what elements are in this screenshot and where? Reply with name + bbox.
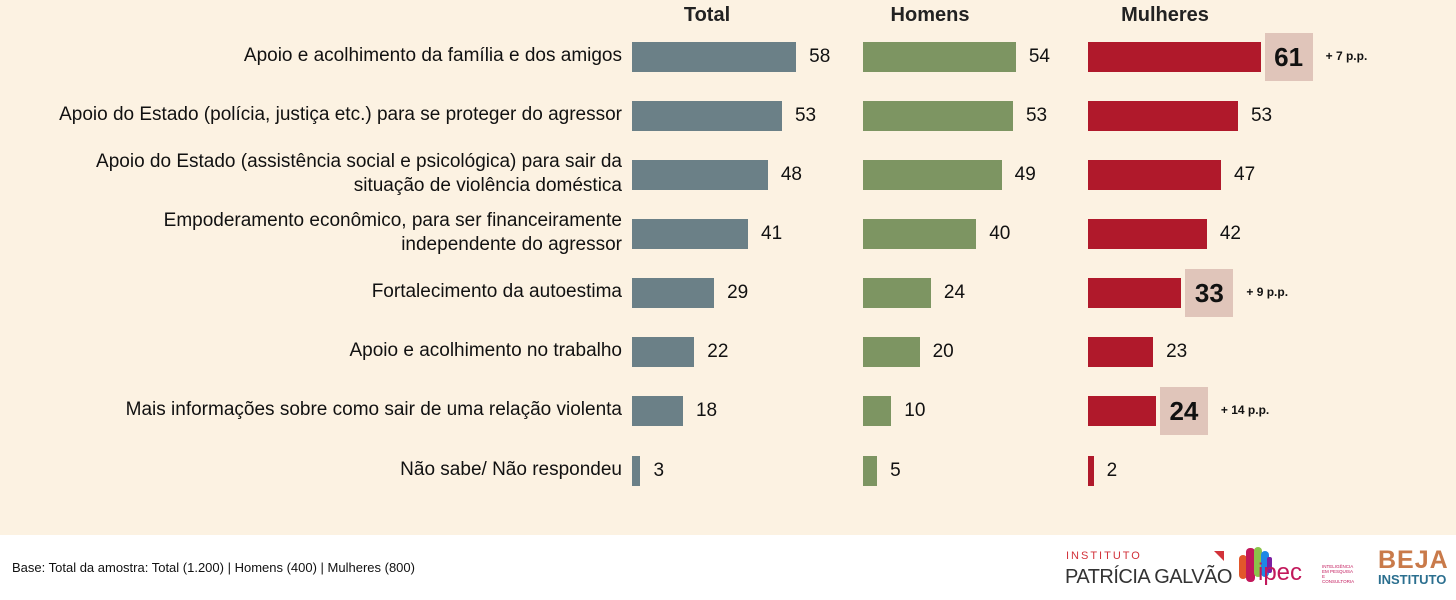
delta-label: + 14 p.p. bbox=[1220, 403, 1270, 417]
data-label-homens: 53 bbox=[1025, 105, 1048, 126]
red-triangle-icon bbox=[1214, 551, 1224, 561]
data-label-homens: 54 bbox=[1028, 46, 1050, 67]
category-label-line: independente do agressor bbox=[401, 234, 622, 255]
data-label-total: 53 bbox=[794, 105, 817, 126]
category-label-line: situação de violência doméstica bbox=[353, 175, 622, 196]
bar-homens bbox=[863, 101, 1013, 131]
ipec-mark-icon bbox=[1239, 547, 1272, 582]
data-label-homens: 40 bbox=[989, 223, 1011, 244]
category-label: Apoio do Estado (polícia, justiça etc.) … bbox=[59, 103, 622, 127]
bar-homens bbox=[863, 219, 977, 249]
ipec-tagline-2: EM PESQUISA bbox=[1322, 569, 1354, 574]
data-label-mulheres: 23 bbox=[1166, 341, 1188, 362]
category-label: Apoio e acolhimento da família e dos ami… bbox=[244, 44, 622, 68]
patricia-galvao-logo: INSTITUTO PATRÍCIA GALVÃO bbox=[1065, 550, 1233, 594]
category-label: Fortalecimento da autoestima bbox=[372, 280, 622, 304]
data-label-homens: 20 bbox=[932, 341, 954, 362]
data-label-mulheres: 53 bbox=[1250, 105, 1273, 126]
category-label-line: Apoio do Estado (assistência social e ps… bbox=[96, 151, 622, 172]
bar-mulheres bbox=[1088, 396, 1156, 426]
category-label: Mais informações sobre como sair de uma … bbox=[126, 398, 622, 422]
data-label-total: 41 bbox=[761, 223, 783, 244]
ipec-tagline-3: E CONSULTORIA bbox=[1322, 574, 1355, 584]
data-label-total: 29 bbox=[727, 282, 749, 303]
bar-total bbox=[632, 456, 641, 486]
bar-mulheres bbox=[1088, 278, 1182, 308]
data-label-mulheres: 42 bbox=[1219, 223, 1241, 244]
beja-logo-name: BEJA bbox=[1378, 546, 1449, 574]
data-label-highlighted: 24 bbox=[1169, 396, 1199, 426]
bar-total bbox=[632, 219, 749, 249]
bar-mulheres bbox=[1088, 101, 1238, 131]
beja-logo-sub: INSTITUTO bbox=[1378, 572, 1447, 587]
bar-total bbox=[632, 278, 715, 308]
chart-panel: Total Homens Mulheres Apoio e acolhimento … bbox=[0, 0, 1456, 535]
bar-mulheres bbox=[1088, 160, 1221, 190]
patricia-galvao-logo-line1: INSTITUTO bbox=[1066, 550, 1142, 562]
data-label-total: 3 bbox=[653, 460, 665, 481]
highlight-box bbox=[1264, 33, 1313, 81]
data-label-homens: 49 bbox=[1014, 164, 1036, 185]
data-label-highlighted: 33 bbox=[1194, 278, 1224, 308]
bar-mulheres bbox=[1088, 337, 1154, 367]
bar-mulheres bbox=[1088, 42, 1261, 72]
column-header-mulheres: Mulheres bbox=[1121, 4, 1209, 26]
ipec-logo-name: ipec bbox=[1258, 559, 1303, 586]
data-label-total: 58 bbox=[809, 46, 831, 67]
category-label: Apoio e acolhimento no trabalho bbox=[349, 339, 622, 363]
beja-logo: BEJA INSTITUTO bbox=[1378, 546, 1449, 596]
category-label-line: Empoderamento econômico, para ser financ… bbox=[163, 210, 622, 231]
category-label: Apoio do Estado (assistência social e ps… bbox=[96, 150, 622, 198]
category-label-line: Apoio e acolhimento no trabalho bbox=[349, 340, 622, 361]
bar-total bbox=[632, 101, 782, 131]
category-label: Empoderamento econômico, para ser financ… bbox=[164, 209, 622, 257]
bar-mulheres bbox=[1088, 219, 1207, 249]
bar-homens bbox=[863, 160, 1002, 190]
data-label-homens: 5 bbox=[890, 460, 901, 481]
delta-label: + 9 p.p. bbox=[1246, 285, 1289, 299]
data-label-mulheres: 2 bbox=[1106, 460, 1118, 481]
bar-homens bbox=[863, 456, 878, 486]
bar-total bbox=[632, 396, 683, 426]
category-label-line: Não sabe/ Não respondeu bbox=[400, 459, 622, 480]
bar-homens bbox=[863, 396, 892, 426]
highlight-box bbox=[1159, 387, 1208, 435]
category-label-line: Apoio e acolhimento da família e dos ami… bbox=[243, 45, 622, 66]
bar-homens bbox=[863, 42, 1016, 72]
bar-total bbox=[632, 42, 797, 72]
category-label-line: Mais informações sobre como sair de uma … bbox=[125, 399, 622, 420]
data-label-highlighted: 61 bbox=[1274, 42, 1304, 72]
data-label-mulheres: 47 bbox=[1234, 164, 1256, 185]
data-label-total: 22 bbox=[707, 341, 729, 362]
data-label-total: 18 bbox=[695, 400, 718, 421]
patricia-galvao-logo-line2: PATRÍCIA GALVÃO bbox=[1065, 566, 1233, 588]
category-label-line: Apoio do Estado (polícia, justiça etc.) … bbox=[59, 104, 622, 125]
bar-total bbox=[632, 337, 695, 367]
column-header-homens: Homens bbox=[890, 4, 970, 26]
data-label-homens: 24 bbox=[943, 282, 966, 303]
ipec-logo: ipec INTELIGÊNCIA EM PESQUISA E CONSULTO… bbox=[1236, 545, 1356, 595]
ipec-logo-tagline: INTELIGÊNCIA EM PESQUISA E CONSULTORIA bbox=[1322, 564, 1356, 584]
bar-mulheres bbox=[1088, 456, 1094, 486]
category-label: Não sabe/ Não respondeu bbox=[400, 458, 622, 482]
data-label-homens: 10 bbox=[904, 400, 926, 421]
footnote: Base: Total da amostra: Total (1.200) | … bbox=[12, 560, 415, 575]
ipec-tagline-1: INTELIGÊNCIA bbox=[1322, 564, 1354, 569]
highlight-box bbox=[1185, 269, 1234, 317]
bar-homens bbox=[863, 337, 920, 367]
bar-total bbox=[632, 160, 768, 190]
delta-label: + 7 p.p. bbox=[1325, 49, 1368, 63]
bar-homens bbox=[863, 278, 931, 308]
category-label-line: Fortalecimento da autoestima bbox=[371, 281, 622, 302]
data-label-total: 48 bbox=[780, 164, 802, 185]
column-header-total: Total bbox=[683, 4, 731, 26]
